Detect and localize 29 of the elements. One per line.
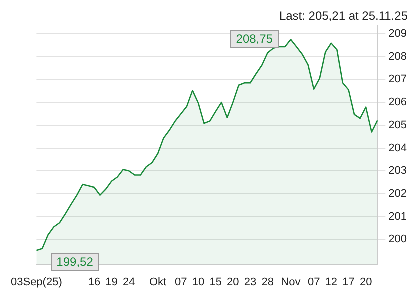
x-tick-label: 15 bbox=[210, 276, 222, 288]
annotation: 208,75 bbox=[230, 30, 279, 48]
x-tick-label: 19 bbox=[106, 276, 118, 288]
y-tick-label: 201 bbox=[388, 210, 408, 223]
x-tick-label: 10 bbox=[192, 276, 205, 288]
x-tick-label: 23 bbox=[244, 276, 257, 288]
y-tick-label: 209 bbox=[388, 28, 408, 40]
x-tick-label: 07 bbox=[308, 276, 320, 288]
y-tick-label: 206 bbox=[388, 96, 408, 109]
x-tick-label: 24 bbox=[123, 276, 136, 288]
y-tick-label: 202 bbox=[388, 188, 408, 200]
text: Last: 205,21 at 25.11.25 bbox=[279, 9, 408, 23]
x-tick-label: 20 bbox=[227, 276, 240, 288]
x-tick-label: 17 bbox=[342, 276, 355, 288]
x-tick-label: 03Sep(25) bbox=[10, 276, 62, 288]
x-tick-label: 28 bbox=[262, 276, 274, 288]
y-tick-label: 203 bbox=[388, 165, 408, 178]
x-tick-label: Nov bbox=[281, 276, 302, 288]
y-tick-label: 200 bbox=[388, 234, 408, 246]
x-tick-label: 07 bbox=[175, 276, 188, 288]
y-tick-label: 208 bbox=[388, 50, 408, 63]
x-tick-label: Okt bbox=[149, 276, 167, 288]
y-tick-label: 204 bbox=[388, 142, 408, 154]
annotation: 199,52 bbox=[50, 252, 100, 271]
x-tick-label: 16 bbox=[88, 276, 101, 288]
y-tick-label: 207 bbox=[388, 74, 408, 86]
y-tick-label: 205 bbox=[388, 119, 408, 132]
x-tick-label: 12 bbox=[325, 276, 338, 288]
x-tick-label: 20 bbox=[360, 276, 372, 288]
